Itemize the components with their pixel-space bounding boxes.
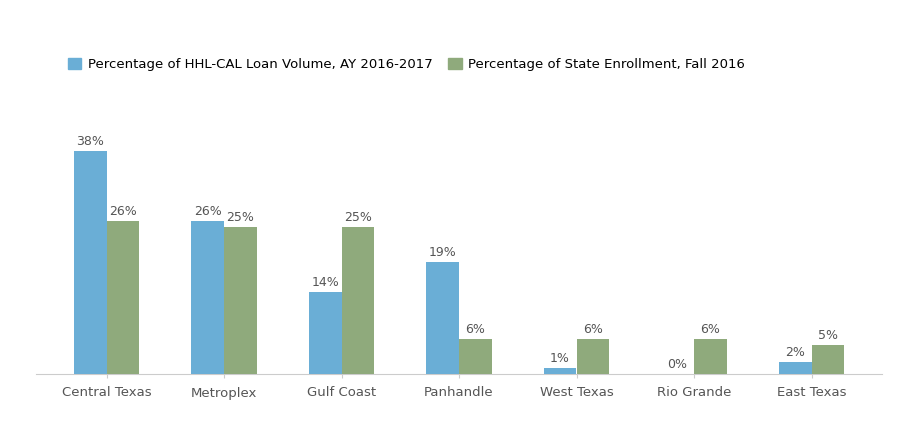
Text: 1%: 1% [550,352,570,365]
Text: 5%: 5% [818,329,838,342]
Text: 6%: 6% [465,323,485,336]
Bar [577,339,609,374]
Text: 26%: 26% [194,205,221,218]
Text: 14%: 14% [311,276,339,289]
Text: 2%: 2% [785,346,805,359]
Bar [459,339,492,374]
Bar [224,227,256,374]
Bar [191,221,224,374]
Text: 25%: 25% [227,211,255,224]
Text: 6%: 6% [583,323,603,336]
Bar [694,339,727,374]
Bar [309,292,341,374]
Text: 6%: 6% [700,323,720,336]
Text: 25%: 25% [344,211,372,224]
Text: 19%: 19% [428,246,456,260]
Text: 0%: 0% [668,358,688,371]
Bar [812,345,844,374]
Bar [341,227,374,374]
Bar [426,262,459,374]
Text: 26%: 26% [109,205,137,218]
Legend: Percentage of HHL-CAL Loan Volume, AY 2016-2017, Percentage of State Enrollment,: Percentage of HHL-CAL Loan Volume, AY 20… [68,58,745,71]
Bar [544,368,577,374]
Text: 38%: 38% [76,135,104,148]
Bar [106,221,140,374]
Bar [778,362,812,374]
Bar [74,151,106,374]
